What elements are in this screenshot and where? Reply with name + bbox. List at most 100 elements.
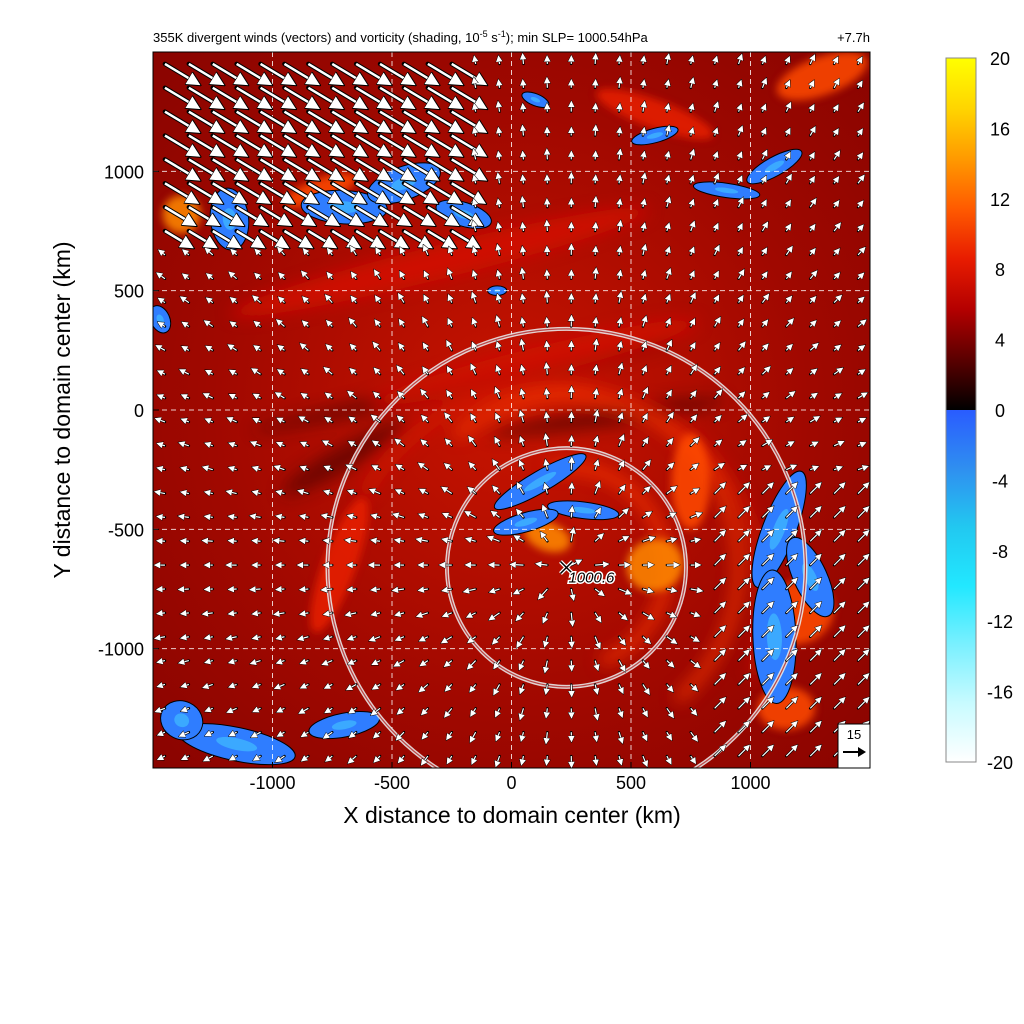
wind-vector xyxy=(857,580,867,590)
wind-vector xyxy=(159,613,166,614)
wind-vector xyxy=(373,516,381,518)
wind-vector xyxy=(466,589,476,591)
wind-vector xyxy=(307,158,338,177)
wind-vector xyxy=(303,756,309,760)
wind-vector xyxy=(544,612,547,621)
wind-vector xyxy=(160,251,165,255)
wind-vector xyxy=(475,58,476,65)
wind-vector xyxy=(809,418,817,422)
wind-vector xyxy=(331,229,355,245)
wind-vector xyxy=(188,158,219,177)
wind-vector xyxy=(212,182,242,200)
wind-vector xyxy=(667,368,670,375)
wind-vector xyxy=(834,274,838,278)
wind-vector xyxy=(159,468,166,469)
x-axis-label: X distance to domain center (km) xyxy=(343,802,680,828)
wind-vector xyxy=(690,490,697,494)
positive-vorticity-feature xyxy=(310,497,369,633)
low-vorticity-streak xyxy=(488,398,726,437)
wind-vector xyxy=(619,201,620,208)
wind-vector xyxy=(690,367,696,375)
wind-vector xyxy=(643,297,645,303)
wind-vector xyxy=(279,443,285,445)
wind-vector xyxy=(739,154,741,160)
wind-vector xyxy=(785,532,795,542)
wind-vector xyxy=(229,419,237,422)
wind-vector xyxy=(304,298,308,302)
wind-vector xyxy=(427,62,458,82)
wind-vector xyxy=(396,660,405,666)
wind-vector xyxy=(642,462,649,471)
wind-vector xyxy=(691,58,692,65)
wind-vector xyxy=(643,755,646,764)
wind-vector xyxy=(184,323,190,326)
wind-vector xyxy=(496,390,499,399)
wind-vector xyxy=(691,417,695,423)
wind-vector xyxy=(207,492,213,493)
wind-vector xyxy=(400,755,404,761)
wind-vector xyxy=(521,413,524,423)
wind-vector xyxy=(164,110,195,130)
wind-vector xyxy=(762,418,767,422)
wind-vector xyxy=(834,250,838,254)
wind-vector xyxy=(715,176,718,184)
wind-vector xyxy=(326,637,333,639)
wind-vector xyxy=(762,484,771,494)
wind-vector xyxy=(421,515,429,517)
wind-vector xyxy=(212,134,243,154)
wind-vector xyxy=(474,223,476,232)
wind-vector xyxy=(419,613,429,616)
wind-vector xyxy=(833,627,843,638)
wind-vector xyxy=(546,684,547,692)
wind-vector xyxy=(667,249,669,256)
wind-vector xyxy=(351,320,357,327)
wind-vector xyxy=(522,320,523,327)
wind-vector xyxy=(595,391,596,399)
wind-vector xyxy=(444,540,452,542)
wind-vector xyxy=(208,299,213,302)
x-tick-label: -500 xyxy=(374,773,410,793)
wind-vector xyxy=(352,370,357,374)
wind-vector xyxy=(325,442,333,446)
wind-vector xyxy=(301,418,309,422)
title-end: ); min SLP= 1000.54hPa xyxy=(506,30,649,45)
wind-vector xyxy=(307,229,331,245)
wind-vector xyxy=(472,708,476,714)
wind-vector xyxy=(643,201,644,208)
wind-vector xyxy=(858,105,862,112)
wind-vector xyxy=(595,296,596,303)
wind-vector xyxy=(858,131,861,136)
wind-vector xyxy=(280,347,285,351)
wind-vector xyxy=(547,344,548,351)
wind-vector xyxy=(690,731,696,739)
wind-vector xyxy=(618,660,624,670)
wind-vector xyxy=(761,296,767,303)
wind-vector xyxy=(350,516,357,518)
wind-vector xyxy=(350,491,357,493)
wind-vector xyxy=(326,467,333,469)
wind-vector xyxy=(545,660,547,671)
wind-vector xyxy=(858,227,862,231)
negative-vorticity-core xyxy=(570,506,596,514)
wind-vector xyxy=(762,59,764,65)
wind-vector xyxy=(157,492,166,493)
wind-vector xyxy=(691,178,693,184)
wind-vector xyxy=(159,517,166,518)
wind-vector xyxy=(499,58,500,65)
wind-vector xyxy=(667,271,670,279)
wind-vector xyxy=(421,637,429,640)
wind-vector xyxy=(762,556,771,566)
wind-vector xyxy=(208,275,212,279)
wind-vector xyxy=(278,637,285,638)
wind-vector xyxy=(810,226,813,232)
wind-vector xyxy=(160,756,166,758)
wind-vector xyxy=(498,247,500,255)
wind-vector xyxy=(399,417,405,421)
wind-vector xyxy=(473,344,476,351)
wind-vector xyxy=(643,440,647,447)
wind-vector xyxy=(493,513,500,518)
wind-vector xyxy=(833,604,843,614)
wind-vectors xyxy=(157,56,867,765)
wind-vector xyxy=(809,370,815,374)
wind-vector xyxy=(164,134,195,154)
